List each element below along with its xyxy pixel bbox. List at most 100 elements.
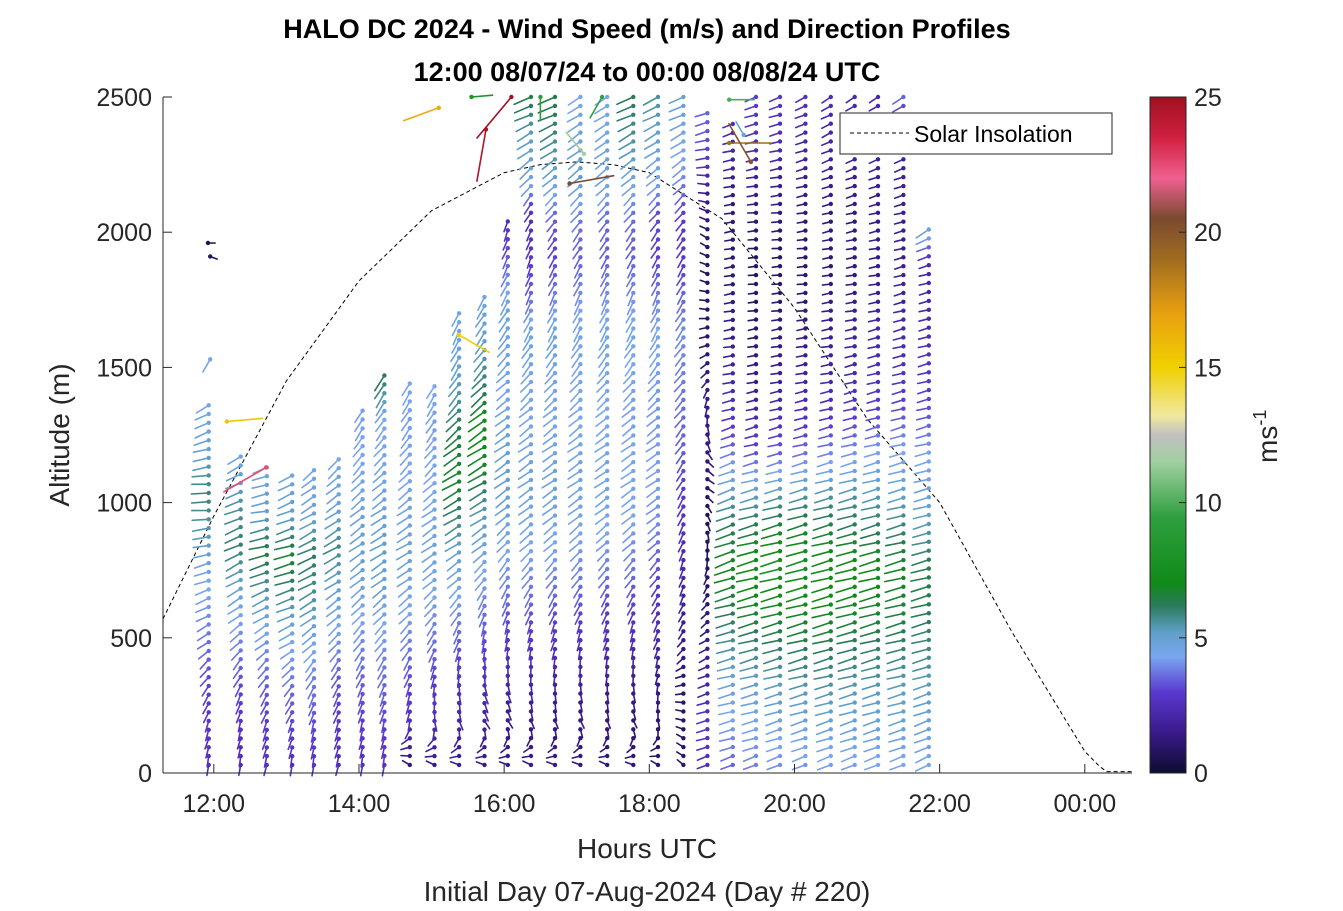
wind-barb-dot [407,647,412,652]
wind-barb-dot [311,476,317,481]
wind-barb-dot [730,255,735,260]
wind-barb-dot [605,406,610,411]
wind-barb-dot [730,744,735,750]
wind-barb [517,477,534,489]
wind-barb-shaft [566,149,582,160]
wind-barb [301,476,317,489]
wind-barb-dot [552,504,558,509]
wind-barb-shaft [399,453,411,467]
wind-barb-dot [206,499,211,504]
wind-barb-shaft [327,641,340,654]
wind-barb-dot [552,192,558,198]
wind-barb-dot [552,370,558,376]
wind-barb-dot [407,390,412,395]
wind-barb [421,533,437,546]
wind-barb-dot [753,540,759,545]
wind-barb-dot [803,495,808,500]
wind-barb [322,544,341,555]
wind-barb [259,684,269,698]
wind-barb-dot [681,673,686,678]
wind-barb-dot [803,655,808,661]
wind-barb-dot [360,550,365,555]
wind-barb-shaft [223,543,242,552]
wind-barb [249,561,269,572]
wind-barb-shaft [192,465,210,472]
wind-barb-dot [264,482,269,488]
wind-barb [299,520,317,531]
wind-barb-dot [456,745,462,750]
wind-barb-dot [238,674,243,679]
wind-barb-dot [875,646,881,652]
wind-barb-dot [655,762,661,768]
wind-barb-shaft [249,580,268,588]
wind-barb-dot [578,219,583,224]
wind-barb-dot [631,593,636,598]
wind-barb-dot [605,103,610,109]
wind-barb-dot [432,437,437,442]
wind-barb-shaft [542,487,556,499]
wind-barb-shaft [349,516,364,527]
wind-barb-dot [803,700,808,705]
wind-barb-dot [578,468,583,474]
wind-barb-dot [552,442,558,447]
wind-barb-dot [681,192,686,198]
wind-barb [541,477,558,489]
wind-barb-dot [528,566,534,572]
wind-barb-dot [730,727,735,732]
wind-barb-dot [456,443,462,449]
wind-barb-shaft [495,496,509,509]
wind-barb-shaft [573,327,582,343]
wind-barb-shaft [190,492,210,495]
wind-barb-dot [631,362,636,367]
wind-barb-dot [681,326,686,331]
wind-barb [470,392,487,408]
wind-barb-dot [528,433,534,438]
wind-barb-dot [311,693,317,698]
wind-barb-dot [552,451,558,456]
wind-barb-dot [528,255,534,260]
wind-barb-dot [681,112,686,118]
wind-barb-dot [655,593,661,598]
wind-barb-dot [803,664,808,670]
wind-barb-dot [336,640,341,645]
wind-barb [467,418,487,433]
wind-barb-dot [777,201,783,207]
wind-barb-dot [705,289,710,294]
wind-barb-dot [432,401,437,407]
wind-barb-dot [730,433,735,438]
wind-barb-dot [681,272,686,278]
wind-barb-shaft [497,354,509,368]
wind-barb [546,308,558,324]
wind-barb-shaft [568,425,582,437]
wind-barb [260,710,269,724]
wind-barb-dot [238,604,243,609]
wind-barb [422,569,437,582]
wind-barb-shaft [325,484,340,496]
wind-barb-dot [578,495,583,500]
wind-barb-dot [605,344,610,349]
wind-barb-shaft [250,519,268,524]
wind-barb [494,450,510,463]
wind-barb [572,237,583,251]
wind-barb-dot [730,317,735,323]
wind-barb-dot [407,496,412,502]
wind-barb-dot [456,638,462,644]
wind-barb-shaft [494,505,509,517]
wind-barb-dot [382,550,387,555]
wind-barb-dot [777,620,783,625]
wind-barb-dot [432,569,437,574]
wind-barb-dot [360,709,365,714]
wind-barb-shaft [225,473,242,482]
wind-barb-dot [578,130,583,135]
wind-barb-dot [382,470,387,476]
wind-barb-dot [852,753,857,759]
wind-barb-dot [655,638,661,643]
wind-barb-dot [552,344,558,349]
wind-barb-dot [655,566,661,572]
wind-barb [401,647,412,662]
wind-barb-dot [578,201,583,207]
wind-barb [474,312,487,328]
wind-barb-shaft [542,496,556,508]
wind-barb-dot [264,596,269,601]
wind-barb [541,504,558,516]
